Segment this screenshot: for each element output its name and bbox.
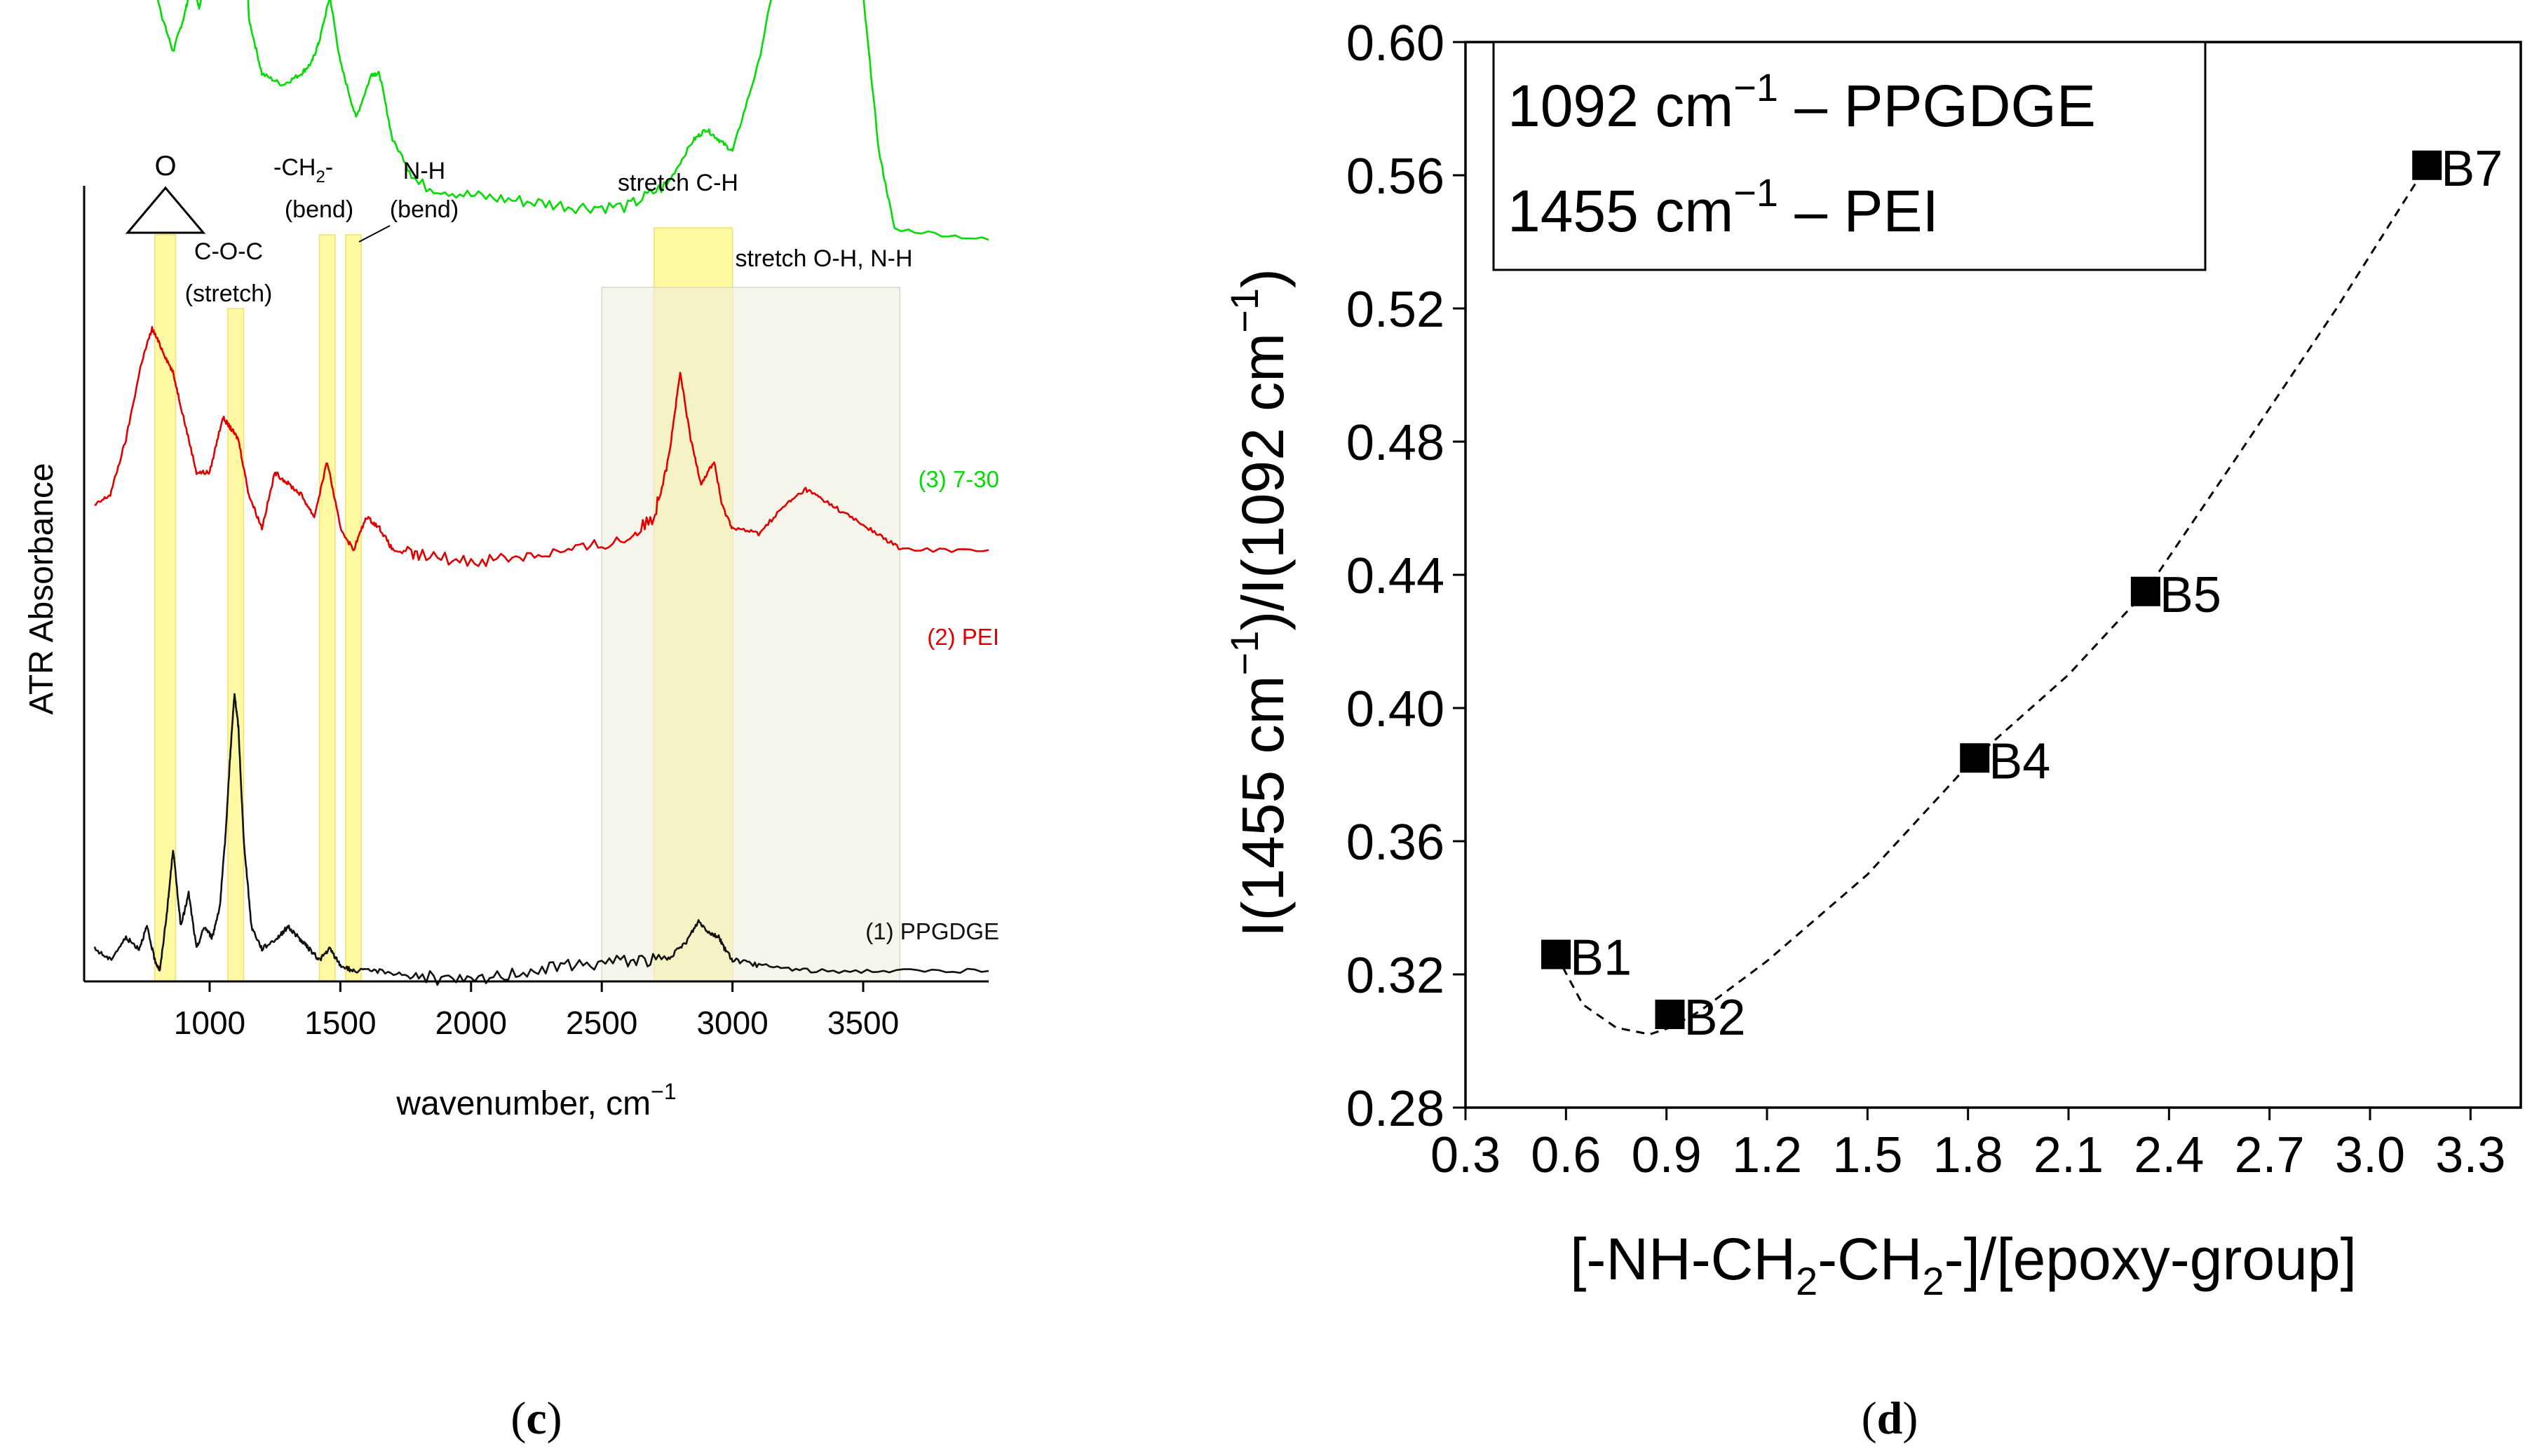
d-x-tick-label: 2.7 <box>2235 1127 2305 1183</box>
fit-curve-dashed <box>1555 164 2428 1036</box>
point-label-b2: B2 <box>1684 990 1745 1046</box>
series-label-7-30: (3) 7-30 <box>918 466 999 492</box>
data-point-b4 <box>1960 743 1990 773</box>
d-y-tick-label: 0.60 <box>1346 15 1444 72</box>
point-label-b5: B5 <box>2160 567 2221 623</box>
d-x-tick-label: 2.4 <box>2134 1127 2204 1183</box>
c-x-tick-label: 2500 <box>566 1005 637 1041</box>
absorption-band-highlights <box>154 227 900 982</box>
data-point-b5 <box>2130 576 2160 606</box>
d-x-tick-label: 3.3 <box>2435 1127 2505 1183</box>
d-legend-frame <box>1492 41 2207 271</box>
c-x-tick-label: 2000 <box>435 1005 507 1041</box>
d-y-tick-label: 0.56 <box>1346 149 1444 205</box>
annotation-c-o-c: C-O-C <box>194 238 263 265</box>
point-label-b1: B1 <box>1570 930 1632 986</box>
spectrum-line-2 <box>93 693 989 986</box>
epoxide-ring-icon: O <box>125 151 206 234</box>
c-y-axis-title: ATR Absorbance <box>23 463 60 714</box>
caption-d: (d) <box>1862 1393 1918 1444</box>
point-label-b4: B4 <box>1989 733 2050 789</box>
c-x-tick-label: 1000 <box>174 1005 245 1041</box>
d-y-tick-label: 0.28 <box>1346 1081 1444 1137</box>
scatter-points: B1 B2 B4 B5 B7 <box>1541 141 2503 1046</box>
c-x-tick-label: 3500 <box>827 1005 899 1041</box>
band-highlight-2 <box>318 234 336 982</box>
spectra-series <box>93 0 989 986</box>
d-axis-ticks: 0.28 0.32 0.36 0.40 0.44 0.48 0.52 0.56 0.60 0.3 0… <box>1346 15 2506 1183</box>
c-x-tick-label: 1500 <box>304 1005 376 1041</box>
epoxide-oxygen-label: O <box>154 151 176 182</box>
band-region-5 <box>601 287 900 982</box>
band-highlight-0 <box>154 234 177 982</box>
data-point-b2 <box>1655 1000 1685 1029</box>
d-y-tick-label: 0.44 <box>1346 548 1444 604</box>
band-highlight-1 <box>227 308 245 982</box>
d-y-tick-label: 0.32 <box>1346 948 1444 1004</box>
caption-c: (c) <box>510 1393 562 1444</box>
d-x-tick-label: 2.1 <box>2033 1127 2104 1183</box>
data-point-b1 <box>1541 939 1571 969</box>
panel-d: 0.28 0.32 0.36 0.40 0.44 0.48 0.52 0.56 0.60 0.3 0… <box>1222 15 2522 1303</box>
d-x-tick-label: 1.2 <box>1732 1127 1802 1183</box>
d-x-tick-label: 1.5 <box>1832 1127 1902 1183</box>
d-x-tick-label: 0.6 <box>1531 1127 1601 1183</box>
annotation-n-h-bend: (bend) <box>390 196 459 223</box>
point-label-b7: B7 <box>2441 141 2503 197</box>
annotation-stretch-o-h-n-h: stretch O-H, N-H <box>735 245 912 272</box>
d-y-axis-title: I(1455 cm−1)/I(1092 cm−1) <box>1222 268 1296 937</box>
annotation-stretch-c-h: stretch C-H <box>618 170 738 196</box>
legend-line-1455: 1455 cm−1 – PEI <box>1508 170 1939 244</box>
d-x-tick-label: 3.0 <box>2335 1127 2405 1183</box>
d-y-tick-label: 0.52 <box>1346 282 1444 338</box>
annotation-n-h: N-H <box>403 158 445 184</box>
spectrum-line-0 <box>156 0 989 241</box>
d-legend-box: 1092 cm−1 – PPGDGE 1455 cm−1 – PEI <box>1492 41 2207 271</box>
d-x-tick-label: 0.9 <box>1632 1127 1702 1183</box>
d-y-tick-label: 0.40 <box>1346 681 1444 737</box>
c-x-tick-label: 3000 <box>696 1005 768 1041</box>
spectrum-line-1 <box>94 325 989 567</box>
annotation-ch2-bend: (bend) <box>285 196 353 223</box>
annotation-c-o-c-stretch: (stretch) <box>185 280 273 307</box>
series-label-pei: (2) PEI <box>927 624 999 650</box>
series-label-ppgdge: (1) PPGDGE <box>865 918 999 944</box>
annotation-ch2: -CH2- <box>273 154 333 186</box>
annotation-n-h-pointer <box>358 225 391 243</box>
c-x-axis-title: wavenumber, cm−1 <box>395 1079 676 1122</box>
legend-line-1092: 1092 cm−1 – PPGDGE <box>1508 65 2096 139</box>
c-x-axis-ticks: 1000 1500 2000 2500 3000 3500 <box>174 981 899 1041</box>
d-y-tick-label: 0.48 <box>1346 415 1444 471</box>
data-point-b7 <box>2412 150 2442 180</box>
d-x-axis-title: [-NH-CH2-CH2-]/[epoxy-group] <box>1570 1226 2357 1303</box>
d-x-tick-label: 0.3 <box>1430 1127 1501 1183</box>
d-x-tick-label: 1.8 <box>1933 1127 2003 1183</box>
band-highlight-3 <box>345 234 362 982</box>
d-y-tick-label: 0.36 <box>1346 815 1444 871</box>
panel-c: 1000 1500 2000 2500 3000 3500 (3) 7-30 (2) PE… <box>23 0 999 1122</box>
